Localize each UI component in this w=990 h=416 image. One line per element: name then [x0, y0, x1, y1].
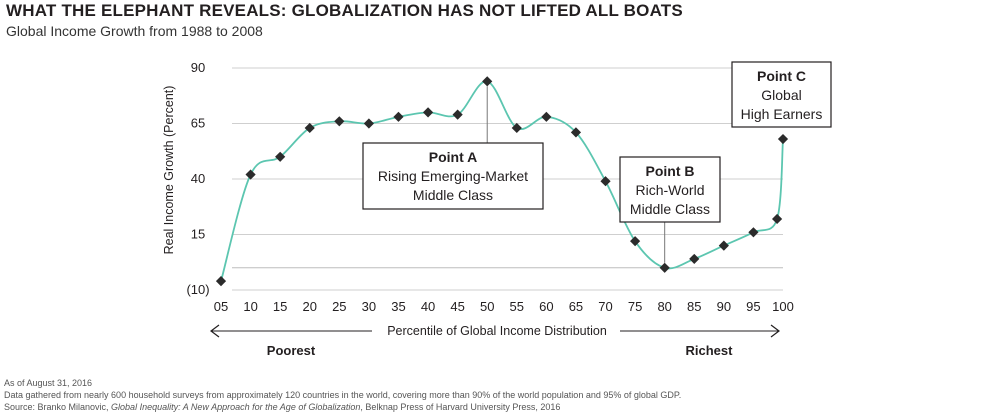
richest-label: Richest	[686, 343, 734, 358]
x-tick-label: 95	[746, 299, 760, 314]
chart-title: WHAT THE ELEPHANT REVEALS: GLOBALIZATION…	[6, 1, 683, 20]
x-tick-label: 30	[362, 299, 376, 314]
point-a-heading: Point A	[429, 149, 477, 165]
arrow-right-head	[770, 324, 780, 338]
point-a-box	[362, 142, 544, 210]
point-a-text: Rising Emerging-Market	[378, 168, 528, 184]
x-tick-label: 10	[243, 299, 257, 314]
data-point-marker	[748, 227, 759, 238]
chart-subtitle: Global Income Growth from 1988 to 2008	[6, 23, 263, 39]
point-c-box	[731, 61, 832, 128]
data-point-marker	[215, 276, 227, 287]
source-prefix: Source: Branko Milanovic,	[4, 402, 112, 412]
x-tick-label: 70	[598, 299, 612, 314]
x-tick-label: 100	[772, 299, 794, 314]
x-tick-label: 80	[657, 299, 671, 314]
point-b-box	[619, 156, 721, 223]
footer-source: Source: Branko Milanovic, Global Inequal…	[4, 402, 560, 412]
data-point-marker	[659, 262, 670, 273]
y-tick-label: 40	[191, 171, 205, 186]
data-point-marker	[422, 107, 434, 118]
x-axis-title: Percentile of Global Income Distribution	[387, 324, 607, 338]
point-b-heading: Point B	[646, 163, 695, 179]
point-c-heading: Point C	[757, 68, 806, 84]
point-b-text: Middle Class	[630, 201, 710, 217]
arrow-left-head	[210, 324, 220, 338]
data-point-marker	[393, 111, 404, 122]
y-tick-label: 65	[191, 116, 205, 131]
x-tick-label: 90	[717, 299, 731, 314]
data-point-marker	[718, 240, 729, 251]
x-tick-label: 05	[214, 299, 228, 314]
y-tick-label: 15	[191, 227, 205, 242]
x-tick-label: 85	[687, 299, 701, 314]
point-a-text: Middle Class	[413, 187, 493, 203]
source-book-title: Global Inequality: A New Approach for th…	[111, 402, 361, 412]
footer-data-note: Data gathered from nearly 600 household …	[4, 390, 682, 400]
poorest-label: Poorest	[267, 343, 316, 358]
x-tick-label: 55	[510, 299, 524, 314]
data-point-marker	[245, 169, 256, 180]
x-tick-label: 75	[628, 299, 642, 314]
x-tick-label: 60	[539, 299, 553, 314]
source-suffix: , Belknap Press of Harvard University Pr…	[360, 402, 561, 412]
data-point-marker	[777, 133, 789, 145]
x-tick-label: 20	[303, 299, 317, 314]
x-tick-label: 35	[391, 299, 405, 314]
x-tick-label: 65	[569, 299, 583, 314]
data-point-marker	[689, 253, 700, 265]
point-c-text: Global	[761, 87, 801, 103]
x-tick-label: 25	[332, 299, 346, 314]
data-point-marker	[541, 111, 552, 122]
data-point-marker	[334, 116, 345, 127]
x-tick-label: 40	[421, 299, 435, 314]
x-tick-label: 50	[480, 299, 494, 314]
data-point-marker	[600, 176, 611, 187]
y-tick-label: (10)	[186, 282, 209, 297]
point-c-text: High Earners	[741, 106, 823, 122]
data-point-marker	[363, 118, 374, 129]
y-axis-title: Real Income Growth (Percent)	[162, 86, 176, 255]
point-b-text: Rich-World	[636, 182, 705, 198]
y-tick-label: 90	[191, 60, 205, 75]
data-point-marker	[771, 213, 783, 225]
x-tick-label: 15	[273, 299, 287, 314]
footer-date: As of August 31, 2016	[4, 378, 93, 388]
x-tick-label: 45	[450, 299, 464, 314]
